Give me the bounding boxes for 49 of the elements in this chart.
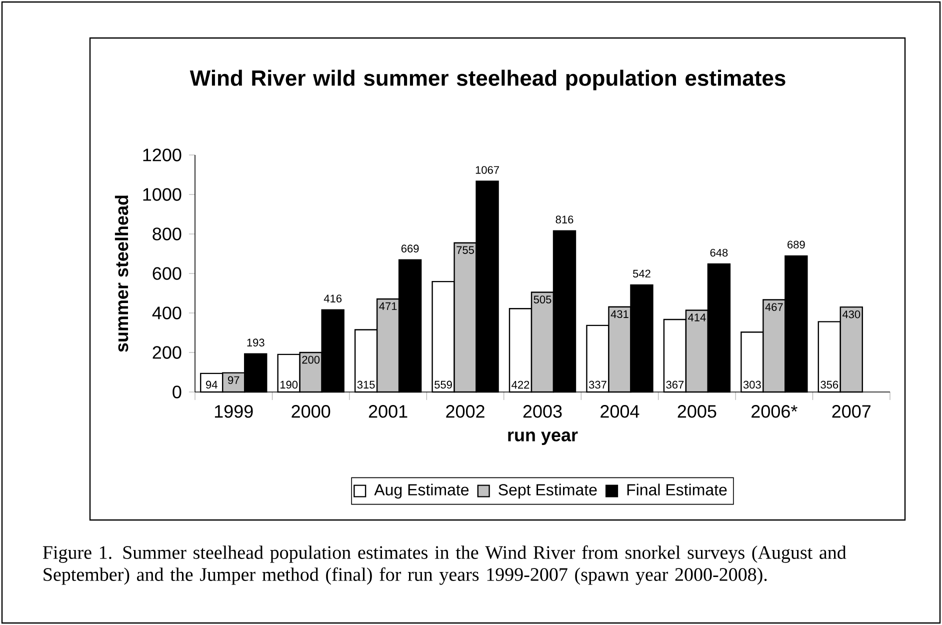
y-tick-label: 1000 xyxy=(143,188,182,201)
legend-label: Final Estimate xyxy=(627,484,727,496)
data-label: 1067 xyxy=(476,166,499,174)
chart-title: Wind River wild summer steelhead population estimates xyxy=(190,70,786,90)
data-label: 94 xyxy=(206,380,218,389)
data-label: 505 xyxy=(534,296,552,304)
legend-label: Aug Estimate xyxy=(374,484,469,499)
y-tick-label: 0 xyxy=(172,386,182,398)
data-label: 669 xyxy=(401,244,419,252)
data-label: 367 xyxy=(666,380,684,389)
data-label: 190 xyxy=(280,380,298,389)
data-label: 559 xyxy=(434,380,452,389)
x-tick-label: 2004 xyxy=(600,405,640,418)
data-label: 755 xyxy=(456,246,474,254)
data-label: 303 xyxy=(743,380,761,389)
data-label: 416 xyxy=(324,294,342,302)
data-label: 648 xyxy=(710,248,728,257)
data-label: 337 xyxy=(588,380,606,389)
data-label: 430 xyxy=(842,310,860,318)
y-tick-label: 400 xyxy=(152,306,182,320)
data-label: 471 xyxy=(379,302,397,310)
data-label: 542 xyxy=(632,270,650,278)
data-label: 422 xyxy=(512,380,530,389)
x-tick-label: 2002 xyxy=(446,405,484,418)
y-tick-label: 800 xyxy=(152,228,182,240)
legend-label: Sept Estimate xyxy=(498,484,597,499)
data-label: 467 xyxy=(765,303,783,311)
data-label: 431 xyxy=(610,310,628,318)
data-label: 193 xyxy=(247,338,264,346)
data-label: 414 xyxy=(688,314,706,322)
data-label: 200 xyxy=(302,356,320,364)
caption: Figure 1. Summer steelhead population estimates in the Wind River from snorkel surveys (August and September) and the Jumper method (final) for run years 1999-2007 (spawn year 2000-2008). xyxy=(42,545,846,585)
y-axis-title: summer steelhead xyxy=(114,196,128,352)
y-tick-label: 200 xyxy=(152,346,182,359)
data-label: 816 xyxy=(556,216,574,224)
y-tick-label: 1200 xyxy=(143,148,182,162)
x-tick-label: 1999 xyxy=(214,405,253,418)
data-label: 356 xyxy=(820,380,838,389)
x-tick-label: 2000 xyxy=(292,405,330,418)
x-axis-title: run year xyxy=(508,432,578,445)
y-tick-label: 600 xyxy=(152,267,182,280)
x-tick-label: 2007 xyxy=(832,405,870,418)
x-tick-label: 2001 xyxy=(368,405,408,418)
data-label: 97 xyxy=(228,376,240,384)
x-tick-label: 2006* xyxy=(752,405,798,418)
x-tick-label: 2005 xyxy=(678,405,716,418)
data-label: 689 xyxy=(788,240,805,248)
data-label: 315 xyxy=(357,380,375,389)
x-tick-label: 2003 xyxy=(523,405,562,418)
